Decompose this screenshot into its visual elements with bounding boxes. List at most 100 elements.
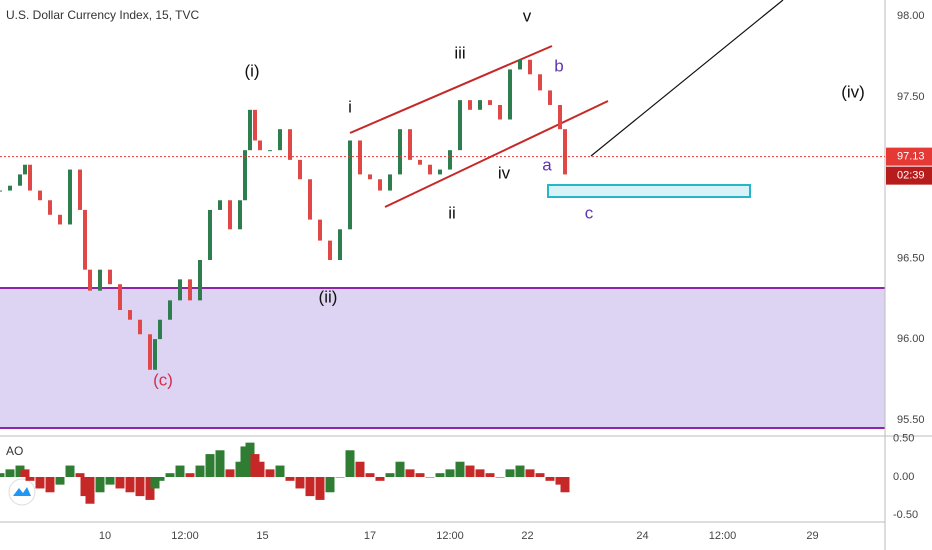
ao-bar: [95, 477, 105, 493]
ao-bar: [435, 473, 445, 477]
ao-bar: [245, 442, 255, 477]
ao-bar: [150, 477, 160, 489]
candle: [328, 240, 332, 260]
wave-label: (i): [244, 61, 259, 80]
x-tick-label: 10: [99, 530, 111, 542]
candle: [138, 319, 142, 335]
candle: [253, 109, 257, 141]
ao-bar: [425, 477, 435, 478]
x-tick-label: 24: [636, 530, 648, 542]
candle: [243, 150, 247, 201]
candle: [23, 164, 27, 175]
candle: [248, 109, 252, 151]
candle: [218, 200, 222, 210]
ao-bar: [255, 461, 265, 477]
candle: [508, 69, 512, 120]
candle: [8, 185, 12, 191]
wave-label: ii: [448, 203, 456, 222]
ao-bar: [265, 469, 275, 477]
wave-label: (ii): [319, 287, 338, 306]
ao-bar: [415, 473, 425, 477]
candle: [258, 140, 262, 151]
ao-bar: [405, 469, 415, 477]
candle: [108, 269, 112, 285]
wave-label: (iv): [841, 82, 865, 101]
wave-labels: (i) i iii v b (iv) a iv ii c (ii) (c): [153, 6, 865, 389]
ao-bar: [385, 473, 395, 477]
candle: [498, 104, 502, 120]
candle: [368, 174, 372, 180]
candle: [58, 214, 62, 225]
ao-bar: [455, 461, 465, 477]
last-price-box: [886, 147, 932, 166]
ao-bar: [145, 477, 155, 500]
ao-bar: [345, 450, 355, 477]
ao-bar: [315, 477, 325, 500]
countdown-label: 02:39: [897, 170, 925, 182]
y-tick-label: -0.50: [893, 509, 918, 521]
candle: [98, 269, 102, 291]
ao-bar: [560, 477, 570, 493]
candle: [418, 159, 422, 165]
ao-bar: [85, 477, 95, 504]
candle: [278, 129, 282, 151]
ao-bar: [485, 473, 495, 477]
candle: [438, 169, 442, 175]
ao-bar: [20, 469, 30, 477]
target-box: [547, 184, 751, 198]
wave-label: iii: [454, 43, 465, 62]
candle: [563, 129, 567, 175]
ao-bar: [305, 477, 315, 497]
ao-bar: [505, 469, 515, 477]
ao-bar: [35, 477, 45, 489]
candle: [168, 300, 172, 320]
candle: [448, 150, 452, 170]
candle: [148, 334, 152, 370]
candle: [388, 174, 392, 191]
candle: [558, 104, 562, 130]
candle: [308, 179, 312, 220]
x-tick-label: 29: [806, 530, 818, 542]
wave-label: c: [585, 203, 594, 222]
ao-bar: [275, 465, 285, 477]
x-tick-label: 12:00: [171, 530, 199, 542]
candle: [48, 200, 52, 215]
ao-bar: [165, 473, 175, 477]
candle: [28, 164, 32, 191]
candle: [398, 129, 402, 175]
ao-bar: [65, 465, 75, 477]
candle: [83, 209, 87, 270]
candle: [298, 159, 302, 180]
ao-bar: [285, 477, 295, 481]
candle: [78, 169, 82, 210]
ao-bar: [325, 477, 335, 493]
wave-label: (c): [153, 370, 173, 389]
candle: [68, 169, 72, 225]
ao-bar: [535, 473, 545, 477]
ao-bar: [515, 465, 525, 477]
ao-bar: [475, 469, 485, 477]
ao-bar: [335, 477, 345, 478]
candle: [228, 200, 232, 230]
candle: [518, 59, 522, 70]
y-tick-label: 98.00: [897, 10, 925, 22]
candle: [208, 209, 212, 260]
candle: [428, 164, 432, 175]
x-tick-label: 12:00: [436, 530, 464, 542]
ao-bar: [0, 473, 5, 477]
channel-lower: [384, 100, 609, 208]
y-tick-label: 0.00: [893, 471, 914, 483]
y-tick-label: 0.50: [893, 433, 914, 445]
ao-bar: [75, 473, 85, 477]
y-tick-label: 97.50: [897, 91, 925, 103]
channel-upper: [349, 45, 553, 134]
ao-bar: [555, 477, 565, 485]
candle: [538, 74, 542, 91]
candle: [88, 269, 92, 291]
ao-bar: [115, 477, 125, 489]
ao-bar: [395, 461, 405, 477]
ao-bar: [525, 469, 535, 477]
ao-bar: [5, 469, 15, 477]
candle: [408, 129, 412, 160]
last-price-label: 97.13: [897, 151, 925, 163]
